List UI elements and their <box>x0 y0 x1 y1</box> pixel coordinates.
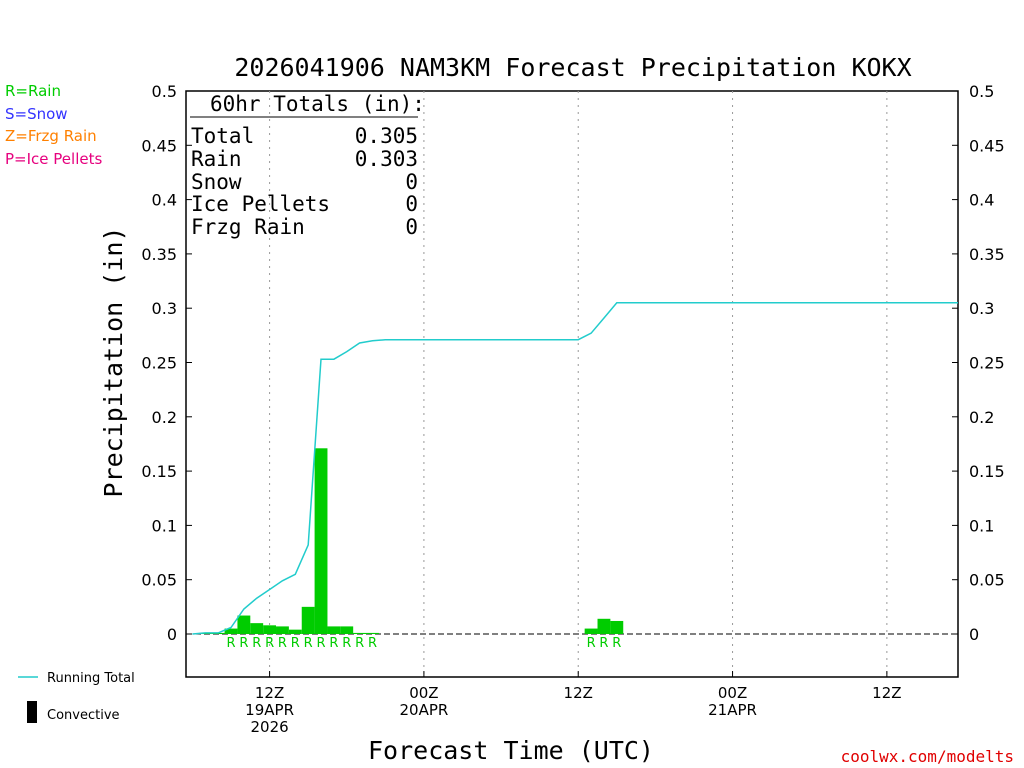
y-tick-label: 0.15 <box>141 462 177 481</box>
precip-bar <box>288 629 302 634</box>
y-tick-label-right: 0.35 <box>969 245 1005 264</box>
precip-type-marker: R <box>342 636 351 651</box>
x-tick-label: 20APR <box>399 701 448 719</box>
y-axis-label: Precipitation (in) <box>99 227 128 498</box>
precip-type-legend: R=Rain S=Snow Z=Frzg Rain P=Ice Pellets <box>5 82 102 168</box>
precip-type-marker: R <box>368 636 377 651</box>
totals-heading: 60hr Totals (in): <box>210 92 425 116</box>
y-tick-label-right: 0.5 <box>969 82 994 101</box>
totals-value: 0.305 <box>355 124 418 148</box>
credit-text: coolwx.com/modelts <box>841 747 1014 766</box>
y-tick-label: 0.2 <box>152 408 177 427</box>
precip-type-marker: R <box>252 636 261 651</box>
y-tick-label-right: 0.45 <box>969 136 1005 155</box>
precip-type-marker: R <box>587 636 596 651</box>
y-tick-label-right: 0.4 <box>969 191 994 210</box>
totals-label: Total <box>191 124 254 148</box>
precip-bar <box>340 626 354 634</box>
precip-type-marker: R <box>265 636 274 651</box>
precip-bar <box>366 632 379 634</box>
precip-type-marker: R <box>329 636 338 651</box>
x-tick-label: 12Z <box>872 684 901 702</box>
precip-type-marker: R <box>599 636 608 651</box>
hourly-bars <box>198 448 624 634</box>
x-tick-label: 00Z <box>718 684 747 702</box>
precip-bar <box>597 618 611 634</box>
totals-label: Frzg Rain <box>191 215 305 239</box>
y-tick-label-right: 0.1 <box>969 516 994 535</box>
series-legend: Running Total Convective <box>18 671 135 723</box>
y-tick-label: 0.25 <box>141 354 177 373</box>
y-tick-label: 0.05 <box>141 571 177 590</box>
precip-bar <box>610 620 624 634</box>
totals-box: 60hr Totals (in): Total 0.305 Rain 0.303… <box>190 92 425 239</box>
legend-ice-pellets: P=Ice Pellets <box>5 150 102 168</box>
precip-type-marker: R <box>278 636 287 651</box>
y-tick-label: 0.5 <box>152 82 177 101</box>
x-tick-label: 21APR <box>708 701 757 719</box>
totals-value: 0 <box>405 215 418 239</box>
totals-label: Snow <box>191 170 242 194</box>
running-total-label: Running Total <box>47 671 135 686</box>
precip-type-marker: R <box>612 636 621 651</box>
totals-value: 0 <box>405 192 418 216</box>
totals-value: 0.303 <box>355 147 418 171</box>
legend-frzg-rain: Z=Frzg Rain <box>5 127 97 145</box>
convective-label: Convective <box>47 708 120 723</box>
precip-bar <box>237 615 251 634</box>
precip-bar <box>250 623 264 634</box>
precip-bar <box>584 628 598 634</box>
chart-title: 2026041906 NAM3KM Forecast Precipitation… <box>234 53 911 82</box>
legend-rain: R=Rain <box>5 82 61 100</box>
totals-label: Ice Pellets <box>191 192 330 216</box>
precip-type-marker: R <box>355 636 364 651</box>
y-tick-label-right: 0.15 <box>969 462 1005 481</box>
y-tick-label: 0.45 <box>141 136 177 155</box>
x-tick-label: 2026 <box>250 718 288 736</box>
precip-bar <box>353 632 367 634</box>
x-tick-label: 12Z <box>564 684 593 702</box>
totals-label: Rain <box>191 147 242 171</box>
y-tick-label-right: 0.05 <box>969 571 1005 590</box>
totals-value: 0 <box>405 170 418 194</box>
y-axis-left: 0 0.05 0.1 0.15 0.2 0.25 0.3 0.35 0.4 0.45 0.5 <box>141 82 192 644</box>
precip-bar <box>327 626 341 634</box>
convective-swatch <box>27 701 37 723</box>
running-total-series <box>192 302 958 635</box>
y-tick-label: 0 <box>167 625 177 644</box>
x-tick-label: 19APR <box>245 701 294 719</box>
precip-type-marker: R <box>291 636 300 651</box>
gridlines <box>269 91 888 677</box>
precip-type-marker: R <box>304 636 313 651</box>
y-tick-label: 0.3 <box>152 299 177 318</box>
legend-snow: S=Snow <box>5 105 68 123</box>
precip-type-marker: R <box>226 636 235 651</box>
precip-bar <box>224 628 238 634</box>
precip-type-marker: R <box>317 636 326 651</box>
precip-bar <box>314 448 328 634</box>
x-axis-label: Forecast Time (UTC) <box>368 736 654 765</box>
running-total-line <box>192 302 958 635</box>
precip-type-marker: R <box>239 636 248 651</box>
y-tick-label-right: 0.2 <box>969 408 994 427</box>
precip-bar <box>263 625 277 634</box>
precip-bar <box>301 606 315 634</box>
y-tick-label: 0.4 <box>152 191 177 210</box>
y-tick-label-right: 0.25 <box>969 354 1005 373</box>
y-tick-label: 0.35 <box>141 245 177 264</box>
y-tick-label-right: 0.3 <box>969 299 994 318</box>
y-axis-right: 0 0.05 0.1 0.15 0.2 0.25 0.3 0.35 0.4 0.45 0.5 <box>952 82 1005 644</box>
x-tick-label: 00Z <box>409 684 438 702</box>
x-tick-label: 12Z <box>255 684 284 702</box>
precip-bar <box>276 626 289 634</box>
y-tick-label-right: 0 <box>969 625 979 644</box>
plot-frame <box>185 90 959 678</box>
y-tick-label: 0.1 <box>152 516 177 535</box>
